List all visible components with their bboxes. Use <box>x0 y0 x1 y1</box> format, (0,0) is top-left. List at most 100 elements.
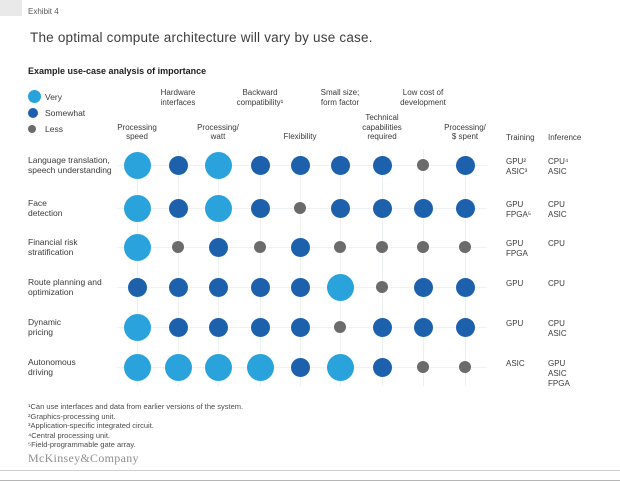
grid-vline <box>464 150 466 386</box>
importance-dot-less <box>254 241 266 253</box>
importance-dot-somewhat <box>330 155 350 175</box>
importance-dot-somewhat <box>250 155 270 175</box>
importance-dot-very <box>123 353 151 381</box>
importance-dot-less <box>417 159 429 171</box>
page-title: The optimal compute architecture will va… <box>30 30 373 45</box>
importance-dot-somewhat <box>208 317 228 337</box>
inference-column-header: Inference <box>548 133 582 142</box>
footnote-line: ⁴Central processing unit. <box>28 430 111 440</box>
importance-dot-less <box>376 241 388 253</box>
column-header: Technical capabilities required <box>362 113 402 142</box>
importance-dot-very <box>326 353 354 381</box>
mckinsey-logo: McKinsey&Company <box>28 451 139 465</box>
importance-dot-very <box>326 273 354 301</box>
footnote-line: ³Application-specific integrated circuit… <box>28 421 154 431</box>
importance-dot-somewhat <box>290 357 310 377</box>
importance-dot-very <box>204 194 232 222</box>
row-label: Face detection <box>28 198 63 218</box>
grid-vline <box>381 150 383 386</box>
row-label: Dynamic pricing <box>28 317 62 337</box>
footnote-line: ⁵Field-programmable gate array. <box>28 440 136 450</box>
importance-dot-less <box>459 361 471 373</box>
inference-value: CPU ASIC <box>548 200 567 219</box>
training-value: ASIC <box>506 359 525 368</box>
column-header: Backward compatibility¹ <box>236 88 284 107</box>
importance-dot-less <box>334 241 346 253</box>
legend-dot-box <box>28 107 45 118</box>
importance-dot-somewhat <box>250 277 270 297</box>
importance-dot-somewhat <box>455 317 475 337</box>
importance-dot-somewhat <box>413 198 433 218</box>
inference-value: CPU <box>548 279 565 288</box>
inference-value: GPU ASIC FPGA <box>548 359 570 388</box>
training-value: GPU <box>506 319 524 328</box>
inference-value: CPU⁴ ASIC <box>548 157 569 176</box>
importance-dot-somewhat <box>290 237 310 257</box>
importance-dot-somewhat <box>372 198 392 218</box>
importance-dot-somewhat <box>455 277 475 297</box>
importance-dot-less <box>417 241 429 253</box>
importance-dot-very <box>204 353 232 381</box>
importance-dot-somewhat <box>413 317 433 337</box>
training-value: GPU <box>506 279 524 288</box>
legend-label: Less <box>45 123 63 134</box>
importance-dot-somewhat <box>168 155 188 175</box>
corner-decoration <box>0 0 22 16</box>
grid-vline <box>299 150 301 386</box>
importance-dot-less <box>334 321 346 333</box>
importance-dot-very <box>123 233 151 261</box>
importance-dot-somewhat <box>290 317 310 337</box>
importance-dot-very <box>123 313 151 341</box>
inference-value: CPU ASIC <box>548 319 567 338</box>
importance-dot-somewhat <box>330 198 350 218</box>
importance-dot-very <box>204 151 232 179</box>
importance-dot-less <box>172 241 184 253</box>
legend-item-less: Less <box>28 122 85 135</box>
somewhat-dot-icon <box>28 107 38 118</box>
legend-dot-box <box>28 90 45 103</box>
column-header: Processing/ watt <box>197 122 239 142</box>
importance-dot-very <box>123 151 151 179</box>
importance-dot-very <box>123 194 151 222</box>
legend-label: Very <box>45 91 63 102</box>
grid-vline <box>259 150 261 386</box>
grid-hline <box>117 246 487 248</box>
less-dot-icon <box>28 124 36 133</box>
column-header: Small size; form factor <box>320 88 360 107</box>
grid-hline <box>117 207 487 209</box>
importance-dot-less <box>459 241 471 253</box>
importance-dot-somewhat <box>290 277 310 297</box>
importance-legend: Very Somewhat Less <box>28 90 85 135</box>
importance-dot-somewhat <box>208 277 228 297</box>
grid-vline <box>339 150 341 386</box>
training-value: GPU FPGA⁵ <box>506 200 532 219</box>
importance-dot-somewhat <box>372 357 392 377</box>
grid-vline <box>136 150 138 386</box>
grid-hline <box>117 286 487 288</box>
row-label: Language translation, speech understandi… <box>28 155 112 175</box>
column-header: Low cost of development <box>400 88 446 107</box>
row-label: Autonomous driving <box>28 357 76 377</box>
legend-item-somewhat: Somewhat <box>28 106 85 119</box>
very-dot-icon <box>28 90 41 103</box>
legend-item-very: Very <box>28 90 85 103</box>
grid-vline <box>177 150 179 386</box>
footnote-line: ²Graphics-processing unit. <box>28 411 116 421</box>
column-header: Hardware interfaces <box>160 88 196 107</box>
footnotes: ¹Can use interfaces and data from earlie… <box>28 402 243 450</box>
legend-dot-box <box>28 124 45 133</box>
importance-dot-very <box>164 353 192 381</box>
chart-subtitle: Example use-case analysis of importance <box>28 66 207 76</box>
importance-dot-somewhat <box>413 277 433 297</box>
importance-dot-somewhat <box>168 277 188 297</box>
training-value: GPU² ASIC³ <box>506 157 528 176</box>
row-label: Route planning and optimization <box>28 277 102 297</box>
importance-dot-somewhat <box>127 277 147 297</box>
column-header: Processing/ $ spent <box>444 122 486 142</box>
importance-dot-somewhat <box>372 317 392 337</box>
training-column-header: Training <box>506 133 535 142</box>
grid-hline <box>117 366 487 368</box>
importance-dot-somewhat <box>250 317 270 337</box>
importance-dot-somewhat <box>455 155 475 175</box>
importance-dot-less <box>376 281 388 293</box>
